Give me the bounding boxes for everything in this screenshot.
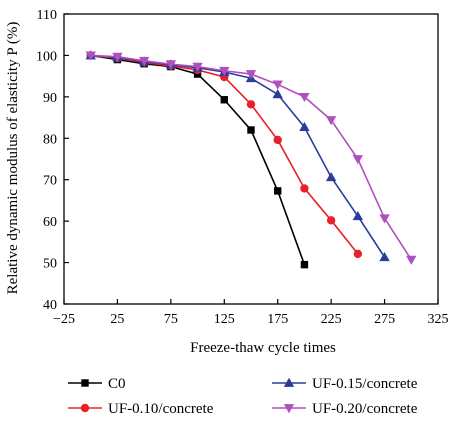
- legend-label: C0: [108, 376, 126, 392]
- data-point: [325, 172, 337, 182]
- data-point: [112, 52, 123, 62]
- y-tick-label: 90: [43, 91, 57, 106]
- legend-label: UF-0.10/concrete: [108, 401, 214, 417]
- y-tick-label: 40: [43, 298, 57, 313]
- x-tick-label: −25: [53, 312, 75, 327]
- series-2: [86, 51, 363, 259]
- data-point: [274, 187, 282, 195]
- data-point: [165, 60, 177, 70]
- legend-item: C0: [68, 376, 126, 392]
- data-point: [245, 70, 257, 80]
- legend-marker: [283, 404, 295, 414]
- plot-frame: [63, 13, 439, 305]
- legend-label: UF-0.15/concrete: [312, 376, 418, 392]
- x-tick-label: 125: [214, 312, 235, 327]
- plot-series: [85, 50, 417, 269]
- y-tick-label: 100: [36, 49, 57, 64]
- x-tick-label: 225: [321, 312, 342, 327]
- legend-marker: [81, 379, 89, 387]
- data-point: [352, 155, 364, 165]
- data-point: [220, 96, 228, 104]
- data-point: [352, 210, 364, 221]
- data-point: [300, 184, 309, 193]
- data-point: [273, 135, 282, 145]
- x-tick-label: 75: [164, 312, 178, 327]
- data-point: [85, 51, 96, 61]
- y-axis-title: Relative dynamic modulus of elasticity P…: [5, 22, 21, 295]
- axes: [63, 13, 439, 305]
- series-line: [90, 54, 386, 258]
- legend-item: UF-0.15/concrete: [272, 376, 418, 392]
- series-line: [90, 54, 412, 261]
- y-tick-label: 50: [43, 257, 57, 272]
- data-point: [379, 214, 390, 224]
- y-tick-label: 80: [43, 132, 57, 147]
- data-point: [300, 260, 309, 269]
- data-point: [219, 66, 230, 76]
- series-line: [90, 54, 359, 255]
- y-tick-label: 70: [43, 174, 57, 189]
- data-point: [247, 126, 255, 134]
- data-point: [272, 80, 283, 90]
- x-tick-label: 175: [267, 312, 288, 327]
- data-point: [138, 56, 150, 67]
- y-tick-label: 60: [43, 215, 57, 230]
- data-point: [325, 116, 337, 126]
- data-point: [379, 251, 390, 262]
- data-point: [299, 121, 310, 131]
- x-tick-label: 275: [374, 312, 395, 327]
- data-point: [299, 92, 310, 103]
- legend-marker: [80, 403, 90, 413]
- data-point: [353, 249, 363, 259]
- series-4: [85, 51, 417, 265]
- series-line: [90, 54, 306, 265]
- x-tick-label: 25: [110, 312, 124, 327]
- data-point: [406, 255, 417, 265]
- tick-labels: −25 25 75 125 175 225 275 325 40 50 60 70 80 90 100 110: [36, 8, 449, 327]
- data-point: [326, 216, 336, 225]
- legend-item: UF-0.10/concrete: [68, 401, 214, 417]
- series-3: [85, 50, 390, 262]
- x-axis-title: Freeze-thaw cycle times: [190, 340, 336, 356]
- data-point: [272, 89, 283, 99]
- legend-item: UF-0.20/concrete: [272, 401, 418, 417]
- legend-marker: [283, 377, 295, 387]
- x-tick-label: 325: [428, 312, 449, 327]
- data-point: [192, 62, 203, 72]
- data-point: [246, 100, 256, 109]
- legend: C0 UF-0.10/concrete UF-0.15/concrete UF-0.2…: [68, 376, 418, 417]
- legend-label: UF-0.20/concrete: [312, 401, 418, 417]
- y-tick-label: 110: [37, 8, 57, 23]
